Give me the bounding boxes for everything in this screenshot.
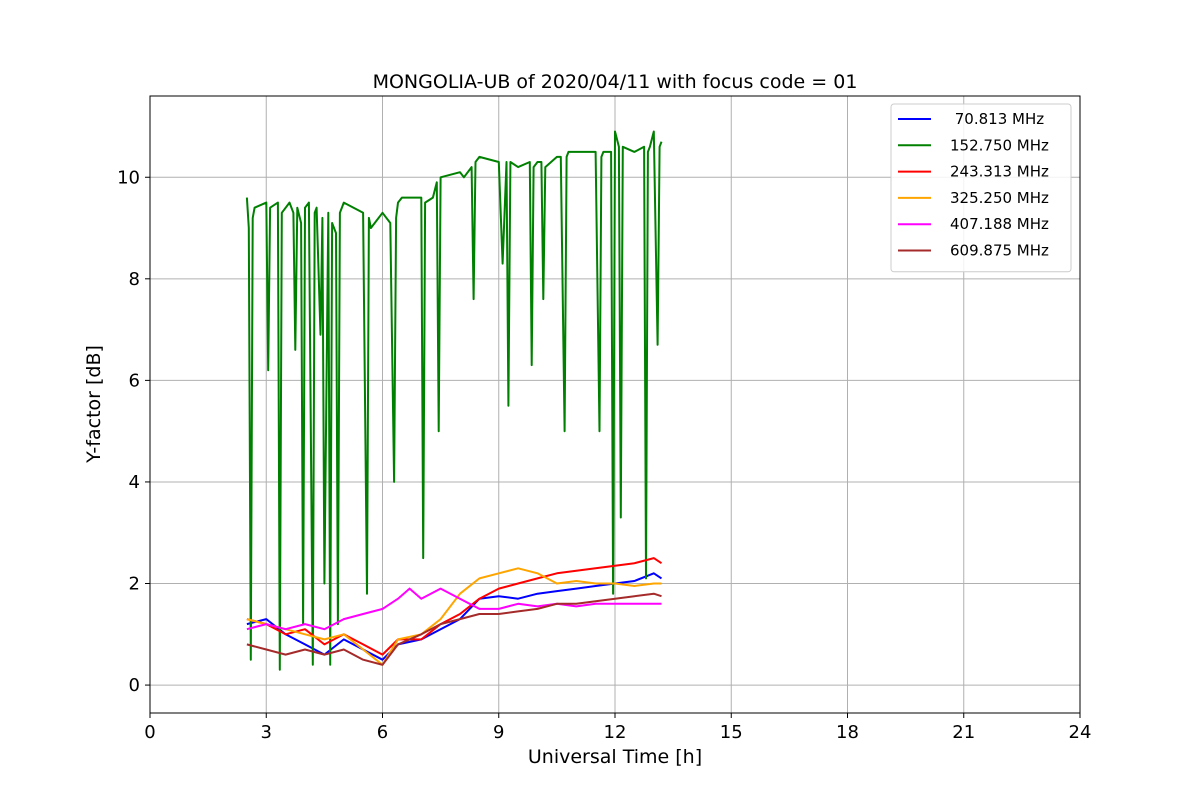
legend-label: 325.250 MHz bbox=[950, 189, 1049, 207]
y-tick-label: 10 bbox=[117, 167, 140, 188]
x-tick-label: 21 bbox=[952, 722, 975, 743]
x-tick-label: 12 bbox=[604, 722, 627, 743]
x-tick-label: 18 bbox=[836, 722, 859, 743]
x-tick-label: 6 bbox=[377, 722, 388, 743]
legend-label: 152.750 MHz bbox=[950, 136, 1049, 154]
x-axis-title: Universal Time [h] bbox=[528, 746, 702, 768]
series-line-6 bbox=[246, 592, 662, 666]
legend-label: 70.813 MHz bbox=[950, 110, 1044, 128]
legend-label: 609.875 MHz bbox=[950, 242, 1049, 260]
y-tick-label: 4 bbox=[129, 472, 140, 493]
x-tick-label: 9 bbox=[493, 722, 504, 743]
chart-title: MONGOLIA-UB of 2020/04/11 with focus cod… bbox=[373, 71, 858, 93]
legend-label: 407.188 MHz bbox=[950, 215, 1049, 233]
series-line-3 bbox=[246, 557, 663, 656]
y-tick-label: 6 bbox=[129, 370, 140, 391]
y-tick-label: 8 bbox=[129, 269, 140, 290]
legend: 70.813 MHz 152.750 MHz 243.313 MHz 325.250 … bbox=[890, 103, 1072, 273]
legend-label: 243.313 MHz bbox=[950, 163, 1049, 181]
legend-box bbox=[890, 103, 1072, 273]
x-tick-label: 0 bbox=[144, 722, 155, 743]
y-axis-title: Y-factor [dB] bbox=[83, 345, 105, 464]
x-tick-label: 3 bbox=[261, 722, 272, 743]
x-tick-label: 15 bbox=[720, 722, 743, 743]
y-tick-label: 2 bbox=[129, 574, 140, 595]
series-line-2 bbox=[245, 130, 663, 671]
series-line-4 bbox=[246, 567, 662, 666]
x-tick-label: 24 bbox=[1069, 722, 1092, 743]
plot-area bbox=[245, 130, 663, 671]
y-tick-label: 0 bbox=[129, 675, 140, 696]
series-line-5 bbox=[246, 587, 662, 631]
